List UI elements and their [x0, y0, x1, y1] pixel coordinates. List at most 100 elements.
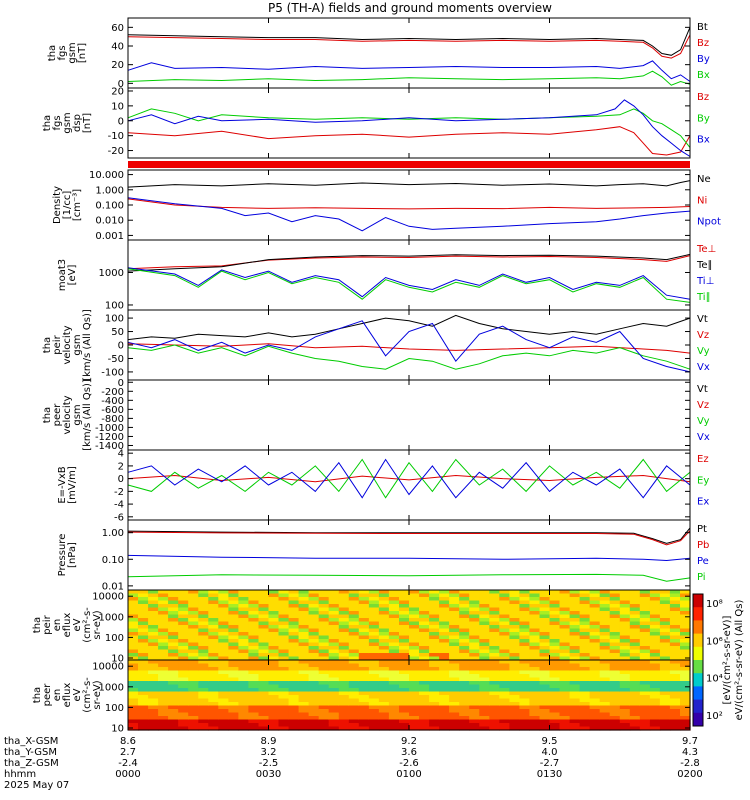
spectrogram-cell	[489, 674, 500, 679]
spectrogram-cell	[318, 663, 330, 668]
spectrogram-cell	[459, 688, 470, 693]
spectrogram-cell	[218, 607, 229, 612]
spectrogram-cell	[469, 646, 480, 651]
spectrogram-cell	[148, 597, 159, 602]
spectrogram-cell	[579, 590, 591, 595]
spectrogram-cell	[298, 656, 310, 661]
spectrogram-cell	[619, 625, 631, 630]
spectrogram-cell	[268, 726, 280, 731]
spectrogram-cell	[559, 719, 571, 724]
spectrogram-cell	[298, 625, 310, 630]
spectrogram-cell	[138, 716, 149, 721]
spectrogram-cell	[429, 695, 440, 700]
spectrogram-cell	[499, 705, 510, 710]
spectrogram-cell	[589, 670, 601, 675]
spectrogram-cell	[609, 705, 621, 710]
spectrogram-cell	[509, 614, 520, 619]
spectrogram-cell	[268, 597, 280, 602]
spectrogram-cell	[399, 688, 410, 693]
spectrogram-cell	[388, 632, 400, 637]
spectrogram-cell	[509, 691, 520, 696]
spectrogram-cell	[429, 590, 440, 595]
spectrogram-cell	[439, 719, 450, 724]
spectrogram-cell	[649, 688, 661, 693]
spectrogram-cell	[348, 705, 360, 710]
spectrogram-cell	[318, 698, 330, 703]
spectrogram-cell	[680, 607, 691, 612]
y-axis-label: eflux	[62, 683, 73, 708]
legend-entry: Vx	[697, 432, 710, 443]
spectrogram-cell	[459, 614, 470, 619]
spectrogram-cell	[639, 677, 651, 682]
spectrogram-cell	[318, 649, 330, 654]
spectrogram-cell	[168, 663, 179, 668]
spectrogram-cell	[659, 688, 671, 693]
spectrogram-cell	[519, 719, 530, 724]
spectrogram-cell	[188, 597, 199, 602]
spectrogram-cell	[569, 677, 581, 682]
spectrogram-cell	[599, 698, 611, 703]
spectrogram-cell	[268, 709, 280, 714]
spectrogram-cell	[268, 621, 280, 626]
spectrogram-cell	[198, 653, 209, 658]
spectrogram-cell	[499, 674, 510, 679]
spectrogram-cell	[619, 593, 631, 598]
spectrogram-cell	[238, 614, 249, 619]
spectrogram-cell	[168, 709, 179, 714]
spectrogram-cell	[529, 660, 540, 665]
spectrogram-cell	[419, 681, 430, 686]
spectrogram-cell	[368, 702, 380, 707]
spectrogram-cell	[248, 618, 259, 623]
ephemeris-row-label: tha_X-GSM	[4, 736, 58, 747]
spectrogram-cell	[378, 660, 390, 665]
spectrogram-cell	[499, 719, 510, 724]
spectrogram-cell	[519, 681, 530, 686]
spectrogram-cell	[489, 597, 500, 602]
spectrogram-cell	[449, 691, 460, 696]
legend-entry: Te⊥	[696, 244, 716, 255]
spectrogram-cell	[539, 653, 551, 658]
spectrogram-cell	[409, 681, 420, 686]
spectrogram-cell	[399, 593, 410, 598]
y-tick-label: 1000	[99, 682, 124, 693]
spectrogram-cell	[439, 656, 450, 661]
spectrogram-cell	[348, 628, 360, 633]
spectrogram-cell	[138, 600, 149, 605]
spectrogram-cell	[328, 684, 340, 689]
spectrogram-cell	[238, 719, 249, 724]
spectrogram-cell	[649, 705, 661, 710]
spectrogram-cell	[348, 621, 360, 626]
ephemeris-row-label: tha_Z-GSM	[4, 758, 59, 769]
spectrogram-cell	[499, 618, 510, 623]
spectrogram-cell	[378, 716, 390, 721]
spectrogram-cell	[439, 639, 450, 644]
legend-entry: Bt	[697, 22, 708, 33]
spectrogram-cell	[539, 670, 551, 675]
spectrogram-cell	[449, 614, 460, 619]
spectrogram-cell	[539, 705, 551, 710]
spectrogram-cell	[348, 702, 360, 707]
spectrogram-cell	[479, 698, 490, 703]
spectrogram-cell	[178, 593, 189, 598]
spectrogram-cell	[609, 625, 621, 630]
spectrogram-cell	[238, 702, 249, 707]
spectrogram-cell	[539, 607, 551, 612]
spectrogram-cell	[529, 702, 540, 707]
spectrogram-cell	[328, 723, 340, 728]
spectrogram-cell	[539, 625, 551, 630]
spectrogram-cell	[388, 712, 400, 717]
spectrogram-cell	[439, 712, 450, 717]
spectrogram-cell	[419, 691, 430, 696]
spectrogram-cell	[569, 688, 581, 693]
spectrogram-cell	[599, 639, 611, 644]
spectrogram-cell	[138, 681, 149, 686]
spectrogram-cell	[669, 649, 681, 654]
spectrogram-cell	[599, 663, 611, 668]
spectrogram-cell	[368, 607, 380, 612]
spectrogram-cell	[559, 642, 571, 647]
legend-entry: Pi	[697, 572, 706, 583]
spectrogram-cell	[308, 639, 320, 644]
spectrogram-cell	[368, 646, 380, 651]
spectrogram-cell	[629, 649, 641, 654]
spectrogram-cell	[649, 646, 661, 651]
